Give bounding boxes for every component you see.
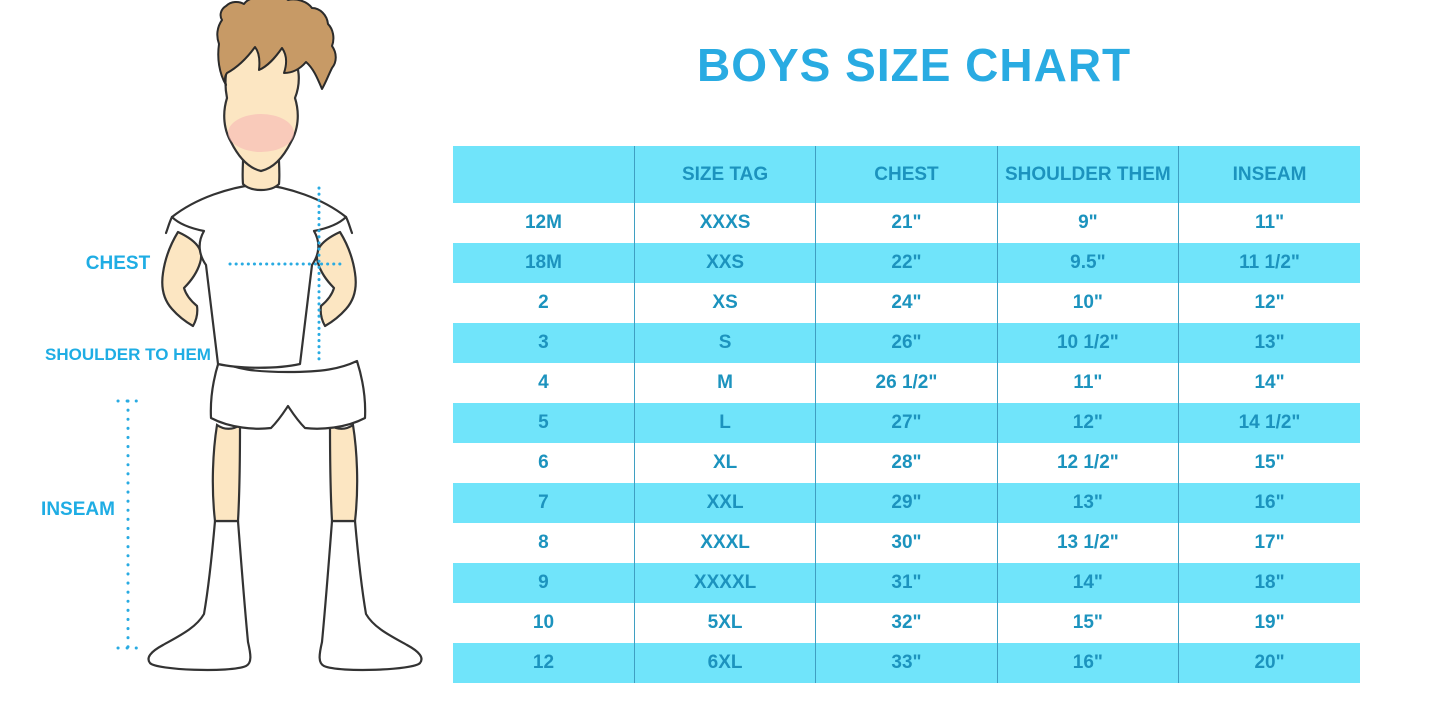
svg-text:SHOULDER TO HEM: SHOULDER TO HEM <box>45 345 211 364</box>
svg-text:INSEAM: INSEAM <box>41 499 115 520</box>
svg-text:CHEST: CHEST <box>86 253 151 274</box>
